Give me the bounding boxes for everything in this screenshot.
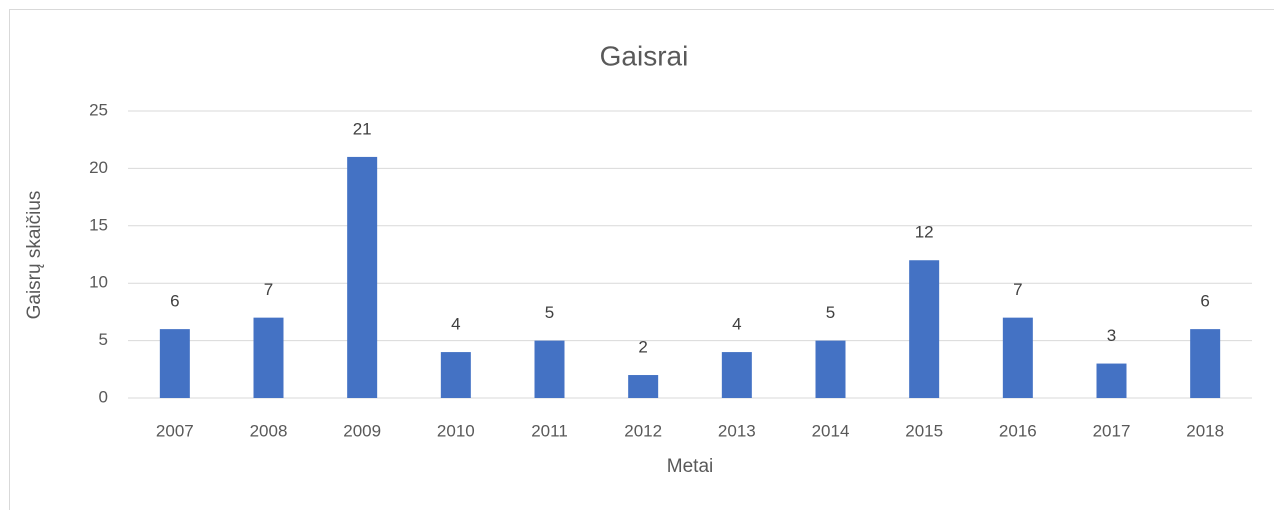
- x-tick-label: 2015: [905, 421, 943, 440]
- x-tick-label: 2009: [343, 421, 381, 440]
- data-label: 5: [826, 303, 835, 322]
- bar: [1002, 317, 1033, 398]
- bar: [909, 260, 940, 398]
- y-tick-label: 25: [89, 100, 108, 119]
- data-label: 4: [732, 315, 741, 334]
- data-label: 2: [638, 338, 647, 357]
- x-tick-label: 2017: [1093, 421, 1131, 440]
- chart-frame: [9, 9, 1274, 510]
- y-tick-label: 5: [99, 330, 108, 349]
- y-tick-label: 0: [99, 387, 108, 406]
- x-tick-label: 2014: [812, 421, 850, 440]
- bar: [440, 352, 471, 398]
- x-tick-label: 2007: [156, 421, 194, 440]
- bar: [534, 340, 565, 398]
- data-label: 7: [264, 280, 273, 299]
- x-axis-label: Metai: [667, 456, 713, 477]
- data-label: 4: [451, 315, 460, 334]
- x-tick-label: 2016: [999, 421, 1037, 440]
- bar: [1096, 363, 1127, 398]
- bar: [815, 340, 846, 398]
- bar: [347, 156, 378, 398]
- bar: [253, 317, 284, 398]
- data-label: 12: [915, 223, 934, 242]
- chart-title: Gaisrai: [600, 40, 689, 71]
- x-tick-label: 2018: [1186, 421, 1224, 440]
- x-tick-label: 2013: [718, 421, 756, 440]
- bar: [1190, 329, 1221, 398]
- data-label: 7: [1013, 280, 1022, 299]
- data-label: 5: [545, 303, 554, 322]
- bar: [628, 375, 659, 398]
- x-tick-label: 2012: [624, 421, 662, 440]
- y-tick-label: 20: [89, 158, 108, 177]
- y-axis-label: Gaisrų skaičius: [24, 191, 45, 320]
- data-label: 3: [1107, 326, 1116, 345]
- bar: [721, 352, 752, 398]
- x-tick-label: 2008: [250, 421, 288, 440]
- x-tick-label: 2011: [531, 421, 568, 440]
- y-tick-label: 10: [89, 273, 108, 292]
- y-tick-label: 15: [89, 215, 108, 234]
- data-label: 6: [170, 292, 179, 311]
- bar: [159, 329, 190, 398]
- data-label: 6: [1200, 292, 1209, 311]
- x-tick-label: 2010: [437, 421, 475, 440]
- data-label: 21: [353, 119, 372, 138]
